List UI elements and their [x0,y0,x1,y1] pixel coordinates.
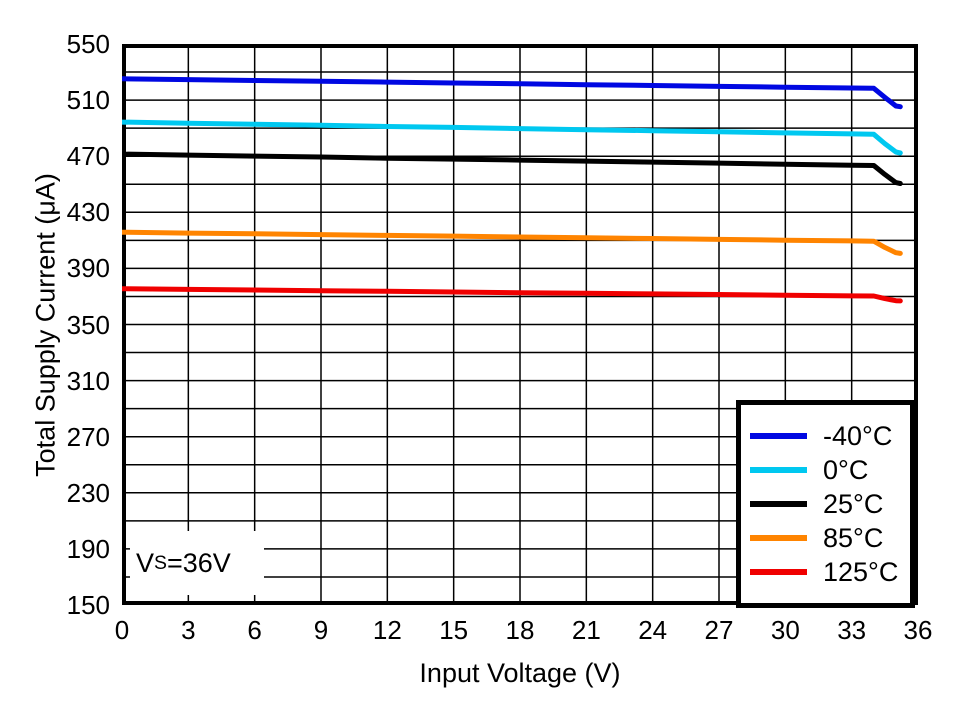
y-tick-label: 150 [66,590,110,620]
legend: -40°C 0°C 25°C 85°C 125°C [736,400,915,608]
legend-swatch-icon [750,569,807,575]
x-tick-label: 9 [313,615,329,645]
y-tick-label: 510 [66,85,110,116]
vs-annotation-base: V [136,547,155,578]
series-line--40°C [122,76,903,110]
legend-item: 25°C [741,488,910,519]
legend-label: 0°C [823,454,869,485]
gridlines [122,44,918,605]
legend-item: -40°C [741,420,910,451]
vs-annotation: V S =36V [130,531,264,595]
x-axis-title: Input Voltage (V) [419,658,621,688]
legend-swatch-icon [750,467,807,473]
x-tick-label: 0 [114,615,130,645]
plot-area [122,44,918,605]
y-tick-label: 430 [66,197,110,228]
x-tick-label: 33 [837,615,867,645]
x-tick-label: 18 [505,615,535,645]
legend-label: 25°C [823,488,884,519]
y-axis-title: Total Supply Current (μA) [30,173,61,477]
series-line-125°C [122,286,903,304]
legend-swatch-icon [750,501,807,507]
legend-item: 85°C [741,522,910,553]
legend-label: -40°C [823,420,893,451]
y-tick-label: 190 [66,533,110,564]
legend-swatch-icon [750,535,807,541]
y-tick-label: 550 [66,29,110,59]
x-tick-label: 27 [704,615,734,645]
x-tick-label: 15 [439,615,469,645]
series-line-25°C [122,151,903,186]
vs-annotation-rest: =36V [166,547,231,578]
legend-label: 125°C [823,556,899,587]
y-tick-label: 350 [66,309,110,340]
legend-swatch-icon [750,433,807,439]
y-tick-label: 470 [66,141,110,172]
y-tick-label: 390 [66,253,110,284]
x-tick-label: 36 [903,615,933,645]
x-tick-label: 21 [571,615,601,645]
legend-item: 0°C [741,454,910,485]
x-tick-label: 12 [372,615,402,645]
x-tick-label: 6 [247,615,262,645]
series-line-0°C [122,119,903,156]
x-tick-label: 24 [638,615,668,645]
x-tick-label: 30 [770,615,800,645]
legend-label: 85°C [823,522,884,553]
legend-item: 125°C [741,556,910,587]
x-tick-label: 3 [181,615,196,645]
y-tick-label: 270 [66,421,110,452]
y-tick-label: 310 [66,365,110,396]
series-line-85°C [122,229,903,256]
y-tick-label: 230 [66,477,110,508]
plot-frame [122,44,918,605]
